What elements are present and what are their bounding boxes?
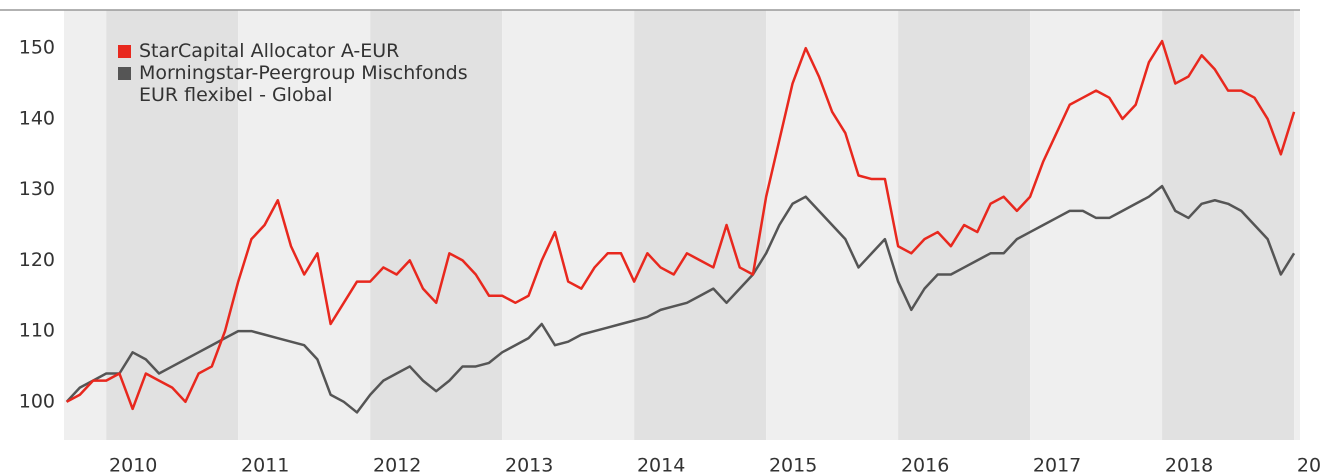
series-line — [66, 39, 1296, 411]
year-band — [106, 10, 239, 440]
legend-label: StarCapital Allocator A-EUR — [139, 40, 400, 62]
year-band — [502, 10, 635, 440]
y-tick-label: 130 — [19, 178, 55, 200]
y-tick-label: 150 — [19, 37, 55, 59]
x-tick-label: 2012 — [373, 455, 421, 475]
x-tick-label: 2014 — [637, 455, 685, 475]
x-tick-label: 2011 — [241, 455, 289, 475]
series-line — [65, 184, 1296, 414]
legend-item: StarCapital Allocator A-EUR — [118, 40, 518, 62]
year-band — [370, 10, 503, 440]
year-band — [238, 10, 371, 440]
year-band — [64, 10, 107, 440]
x-tick-label: 2019 — [1297, 455, 1321, 475]
x-tick-label: 2015 — [769, 455, 817, 475]
x-tick-label: 2010 — [109, 455, 157, 475]
x-tick-label: 2018 — [1165, 455, 1213, 475]
year-band — [1162, 10, 1295, 440]
y-tick-label: 120 — [19, 249, 55, 271]
year-band — [1294, 10, 1300, 440]
y-tick-label: 110 — [19, 320, 55, 342]
legend-swatch — [118, 67, 131, 80]
legend-swatch — [118, 45, 131, 58]
y-tick-label: 100 — [19, 390, 55, 412]
legend-item: Morningstar-Peergroup Mischfonds EUR fle… — [118, 62, 518, 106]
year-band — [1030, 10, 1163, 440]
legend-label: Morningstar-Peergroup Mischfonds EUR fle… — [139, 62, 468, 106]
x-tick-label: 2013 — [505, 455, 553, 475]
year-band — [634, 10, 767, 440]
y-tick-label: 140 — [19, 107, 55, 129]
x-tick-label: 2016 — [901, 455, 949, 475]
x-tick-label: 2017 — [1033, 455, 1081, 475]
legend: StarCapital Allocator A-EUR Morningstar-P… — [118, 40, 518, 106]
